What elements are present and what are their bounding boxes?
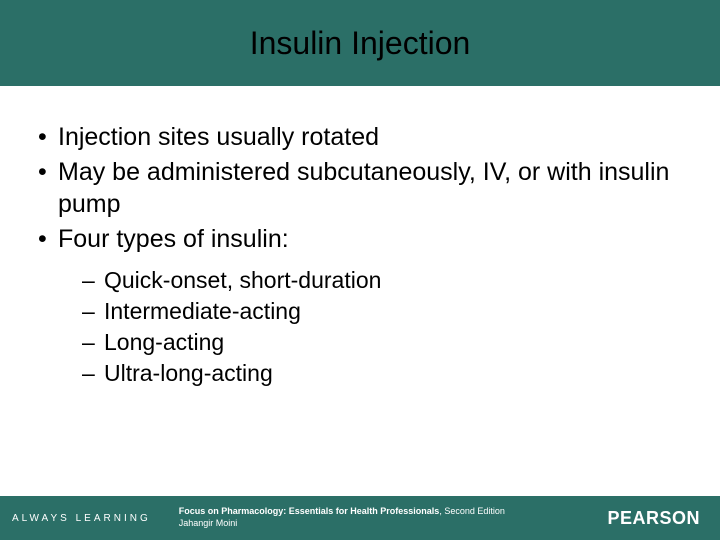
slide-title: Insulin Injection — [250, 25, 471, 62]
sub-bullet-text: Quick-onset, short-duration — [104, 267, 381, 293]
content-area: Injection sites usually rotated May be a… — [0, 86, 720, 389]
footer-author: Jahangir Moini — [179, 518, 608, 530]
sub-bullet-item: Quick-onset, short-duration — [82, 265, 688, 296]
sub-bullet-list: Quick-onset, short-duration Intermediate… — [58, 265, 688, 389]
title-bar: Insulin Injection — [0, 0, 720, 86]
sub-bullet-item: Intermediate-acting — [82, 296, 688, 327]
bullet-text: Four types of insulin: — [58, 225, 289, 253]
bullet-list: Injection sites usually rotated May be a… — [32, 122, 688, 389]
footer-edition: , Second Edition — [439, 506, 505, 516]
sub-bullet-text: Ultra-long-acting — [104, 360, 273, 386]
bullet-text: May be administered subcutaneously, IV, … — [58, 158, 669, 217]
bullet-item: Four types of insulin: Quick-onset, shor… — [32, 224, 688, 389]
sub-bullet-text: Long-acting — [104, 329, 224, 355]
bullet-item: May be administered subcutaneously, IV, … — [32, 157, 688, 220]
footer-bar: ALWAYS LEARNING Focus on Pharmacology: E… — [0, 496, 720, 540]
footer-tagline: ALWAYS LEARNING — [12, 513, 151, 524]
footer-citation: Focus on Pharmacology: Essentials for He… — [151, 506, 608, 529]
sub-bullet-item: Long-acting — [82, 327, 688, 358]
sub-bullet-item: Ultra-long-acting — [82, 358, 688, 389]
slide: Insulin Injection Injection sites usuall… — [0, 0, 720, 540]
bullet-text: Injection sites usually rotated — [58, 123, 379, 151]
bullet-item: Injection sites usually rotated — [32, 122, 688, 153]
brand-logo: PEARSON — [607, 508, 700, 529]
sub-bullet-text: Intermediate-acting — [104, 298, 301, 324]
footer-book-title: Focus on Pharmacology: Essentials for He… — [179, 506, 440, 516]
